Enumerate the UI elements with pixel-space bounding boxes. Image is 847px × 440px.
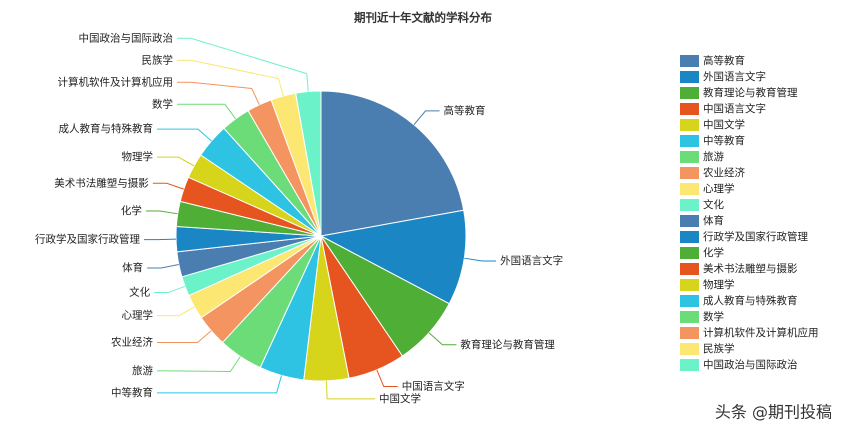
slice-label: 数学 bbox=[152, 97, 173, 110]
slice-label: 旅游 bbox=[132, 364, 153, 377]
leader-line bbox=[154, 286, 185, 292]
slice-label: 中国文学 bbox=[379, 392, 421, 405]
legend-swatch bbox=[680, 199, 699, 211]
legend-swatch bbox=[680, 167, 699, 179]
watermark: 头条 @期刊投稿 bbox=[715, 403, 832, 422]
slice-label: 高等教育 bbox=[444, 104, 486, 117]
leader-line bbox=[177, 38, 308, 91]
legend-swatch bbox=[680, 215, 699, 227]
legend-label: 中国文学 bbox=[703, 118, 745, 131]
legend-swatch bbox=[680, 343, 699, 355]
legend-label: 旅游 bbox=[703, 150, 724, 163]
slice-label: 化学 bbox=[121, 204, 142, 217]
legend-label: 数学 bbox=[703, 310, 724, 323]
legend-swatch bbox=[680, 135, 699, 147]
slice-label: 物理学 bbox=[122, 150, 154, 163]
legend-label: 民族学 bbox=[703, 342, 735, 355]
legend-label: 心理学 bbox=[703, 182, 735, 195]
legend-swatch bbox=[680, 263, 699, 275]
legend-swatch bbox=[680, 183, 699, 195]
leader-line bbox=[157, 157, 194, 166]
slice-label: 计算机软件及计算机应用 bbox=[58, 75, 174, 88]
leader-line bbox=[464, 258, 496, 261]
legend-label: 中国政治与国际政治 bbox=[703, 358, 798, 371]
slice-label: 文化 bbox=[129, 286, 150, 299]
slice-label: 体育 bbox=[122, 261, 143, 274]
legend-label: 计算机软件及计算机应用 bbox=[703, 326, 819, 339]
legend-label: 成人教育与特殊教育 bbox=[703, 294, 798, 307]
legend-label: 高等教育 bbox=[703, 54, 745, 67]
legend-label: 物理学 bbox=[703, 278, 735, 291]
legend-swatch bbox=[680, 87, 699, 99]
legend-label: 化学 bbox=[703, 246, 724, 259]
legend-swatch bbox=[680, 247, 699, 259]
legend-swatch bbox=[680, 119, 699, 131]
slice-label: 成人教育与特殊教育 bbox=[59, 122, 154, 135]
slice-label: 外国语言文字 bbox=[500, 254, 563, 267]
leader-line bbox=[377, 370, 398, 387]
chart-title: 期刊近十年文献的学科分布 bbox=[354, 11, 492, 25]
slice-label: 美术书法雕塑与摄影 bbox=[54, 176, 149, 189]
legend-label: 行政学及国家行政管理 bbox=[703, 230, 808, 243]
leader-line bbox=[153, 183, 184, 189]
legend-label: 中等教育 bbox=[703, 134, 745, 147]
legend-label: 教育理论与教育管理 bbox=[703, 86, 798, 99]
legend-label: 中国语言文字 bbox=[703, 102, 766, 115]
leader-line bbox=[414, 111, 440, 125]
slice-label: 民族学 bbox=[142, 53, 174, 66]
leader-line bbox=[157, 376, 281, 393]
leader-line bbox=[177, 60, 283, 96]
leader-line bbox=[429, 333, 456, 345]
legend-swatch bbox=[680, 103, 699, 115]
slice-label: 中等教育 bbox=[111, 386, 153, 399]
leader-line bbox=[157, 357, 240, 372]
legend-label: 文化 bbox=[703, 198, 724, 211]
legend-swatch bbox=[680, 55, 699, 67]
legend-swatch bbox=[680, 359, 699, 371]
slice-label: 教育理论与教育管理 bbox=[460, 338, 555, 351]
legend-swatch bbox=[680, 151, 699, 163]
legend-label: 外国语言文字 bbox=[703, 70, 766, 83]
legend-swatch bbox=[680, 71, 699, 83]
leader-line bbox=[157, 307, 195, 316]
legend-swatch bbox=[680, 311, 699, 323]
slice-label: 心理学 bbox=[122, 309, 154, 322]
leader-line bbox=[157, 129, 211, 141]
slice-label: 中国语言文字 bbox=[402, 379, 465, 392]
legend-swatch bbox=[680, 295, 699, 307]
legend-label: 美术书法雕塑与摄影 bbox=[703, 262, 798, 275]
leader-line bbox=[157, 331, 211, 343]
leader-line bbox=[177, 104, 236, 119]
legend-swatch bbox=[680, 231, 699, 243]
leader-line bbox=[146, 211, 178, 214]
slice-label: 行政学及国家行政管理 bbox=[35, 233, 140, 246]
slice-label: 农业经济 bbox=[111, 335, 153, 348]
leader-line bbox=[177, 82, 259, 104]
leader-line bbox=[147, 264, 179, 268]
legend-label: 农业经济 bbox=[703, 166, 745, 179]
legend-swatch bbox=[680, 279, 699, 291]
leader-line bbox=[326, 381, 375, 399]
legend-label: 体育 bbox=[703, 214, 724, 227]
slice-label: 中国政治与国际政治 bbox=[79, 31, 174, 44]
legend-swatch bbox=[680, 327, 699, 339]
